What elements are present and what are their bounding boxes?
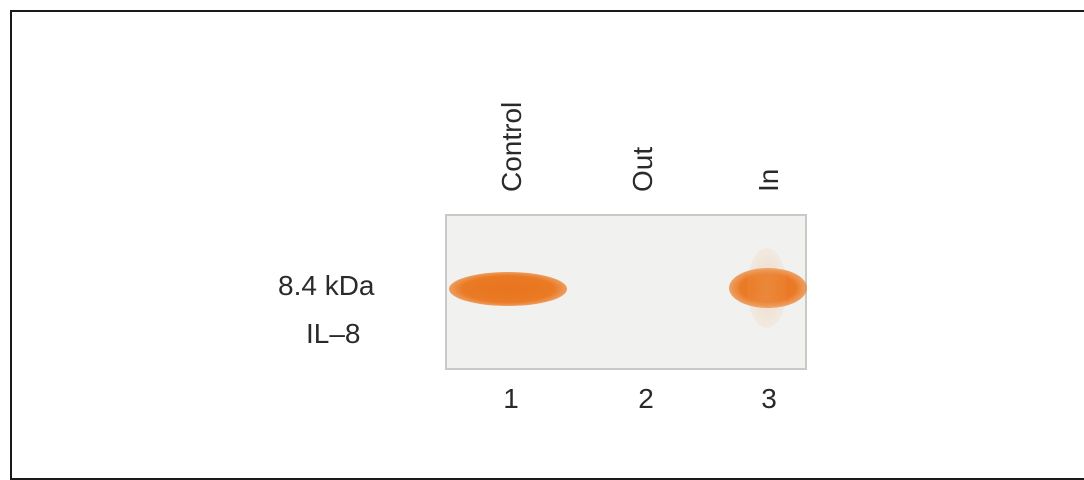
lane-number-1: 1 [503,383,519,414]
gel-panel [445,214,807,370]
lane-number-2: 2 [638,383,654,414]
lane-label-control: Control [496,101,527,192]
marker-size-label: 8.4 kDa [278,270,375,301]
band-lane-3 [729,268,807,308]
lane-label-in: In [753,168,784,192]
lane-label-out: Out [627,146,658,192]
lane-number-3: 3 [761,383,777,414]
marker-protein-label: IL–8 [306,318,361,349]
band-lane-3-smear [747,248,787,328]
band-lane-1 [449,272,567,306]
